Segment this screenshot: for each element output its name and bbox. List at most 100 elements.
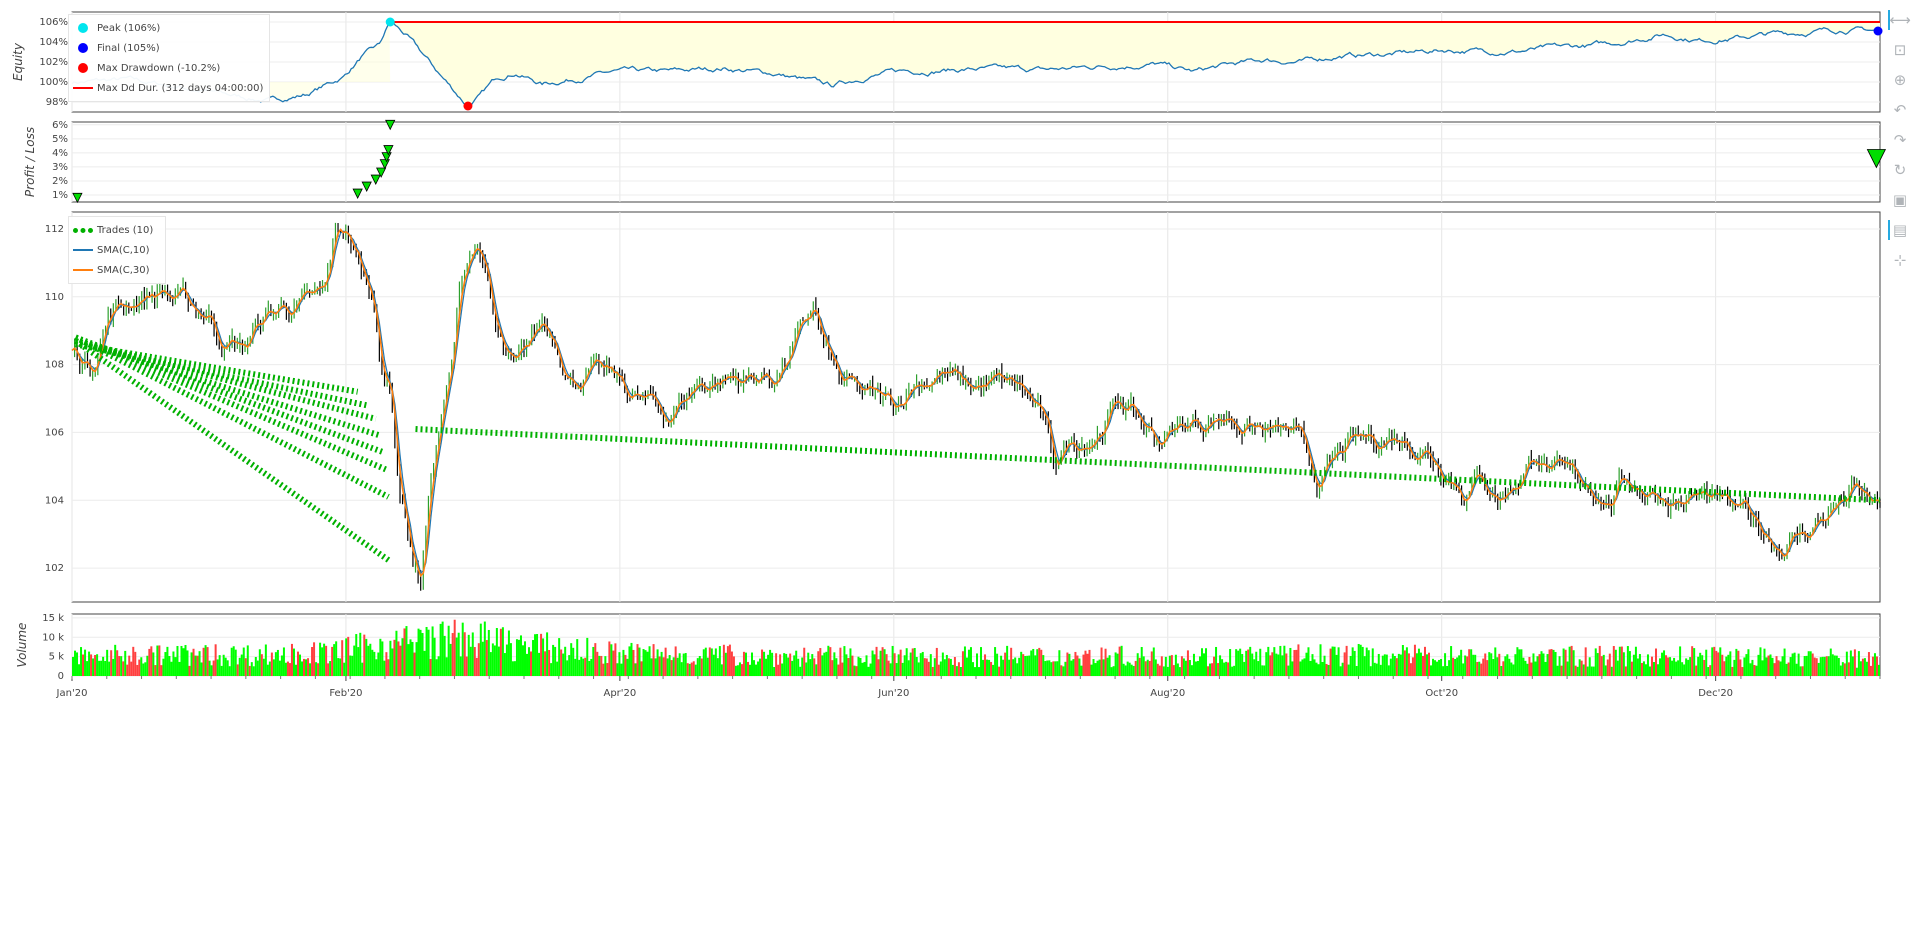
volume-bar [1168,655,1171,676]
volume-bar [1138,657,1141,676]
volume-bar [1550,649,1553,676]
box-zoom-icon[interactable]: ⊡ [1893,41,1907,59]
volume-bar [1186,650,1189,676]
volume-bar [811,654,814,676]
volume-bar [622,649,625,676]
volume-bar [1074,651,1077,676]
volume-bar [186,650,189,676]
volume-bar [734,665,737,676]
legend-item[interactable]: Peak (106%) [73,18,265,38]
volume-bar [1415,653,1418,676]
volume-bar [76,652,79,676]
volume-bar [1652,662,1655,676]
trade-pnl-marker [383,145,394,156]
volume-bar [961,651,964,676]
reset-icon[interactable]: ↻ [1893,161,1907,179]
volume-bar [1566,661,1569,676]
volume-bar [266,664,269,676]
volume-bar [389,640,392,676]
volume-bar [777,664,780,676]
volume-bar [459,656,462,676]
volume-bar [88,651,91,676]
volume-bar [138,659,141,676]
volume-bar [385,652,388,676]
volume-bar [1723,661,1726,676]
volume-bar [301,661,304,676]
volume-bar [1217,663,1220,676]
volume-bar [1572,650,1575,676]
volume-bar [1012,659,1015,676]
undo-icon[interactable]: ↶ [1893,101,1907,119]
volume-bar [1257,661,1260,676]
volume-bar [86,661,89,676]
hover-icon[interactable]: ▤ [1888,220,1910,240]
wheel-zoom-icon[interactable]: ⊕ [1893,71,1907,89]
volume-bar [1787,662,1790,676]
backtest-chart: 98% 100% 102% 104% 106% Equity 1% 2% 3% 4% 5% 6% Pro… [11,11,1887,699]
volume-bar [1456,657,1459,676]
volume-bar [664,647,667,676]
volume-bar [1373,662,1376,676]
equity-legend: Peak (106%) Final (105%) Max Drawdown (-10… [68,14,270,102]
volume-bar [1042,655,1045,676]
volume-bar [1715,650,1718,676]
legend-item[interactable]: SMA(C,10) [73,240,161,260]
volume-bar [202,647,205,676]
volume-bar [996,653,999,676]
volume-bar [1602,654,1605,676]
volume-bar [1865,661,1868,676]
redo-icon[interactable]: ↷ [1893,131,1907,149]
volume-bar [1707,667,1710,676]
volume-bar [568,655,571,676]
volume-bar [1205,648,1208,676]
volume-bar [507,630,510,676]
volume-bar [1727,654,1730,676]
volume-bar [718,646,721,676]
volume-bar [1823,656,1826,676]
pan-icon[interactable]: ⟷ [1888,10,1911,30]
volume-bar [303,658,306,676]
volume-bar [528,647,531,676]
volume-bar [118,656,121,676]
legend-item[interactable]: SMA(C,30) [73,260,161,280]
volume-bar [1490,653,1493,676]
volume-bar [1120,645,1123,676]
volume-bar [1711,647,1714,676]
volume-bar [106,649,109,676]
panel-frame-2 [71,211,1881,603]
volume-bar [1743,657,1746,676]
legend-label: SMA(C,30) [97,264,150,276]
volume-bar [831,660,834,676]
crosshair-icon[interactable]: ⊹ [1893,251,1907,269]
volume-bar [1510,662,1513,676]
volume-bar [1349,655,1352,676]
legend-item[interactable]: Max Dd Dur. (312 days 04:00:00) [73,78,265,98]
volume-bar [1279,645,1282,676]
volume-bar [1705,649,1708,676]
volume-bar [1367,650,1370,676]
legend-item[interactable]: Trades (10) [73,220,161,240]
volume-bar [1821,656,1824,676]
legend-item[interactable]: Max Drawdown (-10.2%) [73,58,265,78]
volume-bar [668,655,671,676]
volume-bar [1875,656,1878,676]
volume-bar [1112,666,1115,676]
volume-bar [684,653,687,676]
volume-bar [1673,657,1676,676]
save-icon[interactable]: ▣ [1892,191,1908,209]
x-tick-label: Oct'20 [1425,688,1458,699]
volume-bar [260,654,263,676]
volume-bar [1536,656,1539,676]
volume-bar [1757,654,1760,676]
trade-pnl-marker [370,174,381,185]
volume-bar [650,658,653,676]
volume-bar [196,655,199,676]
volume-bar [427,629,430,676]
volume-bar [857,656,860,676]
volume-bar [1072,659,1075,676]
volume-bar [973,667,976,676]
volume-bar [1590,666,1593,676]
legend-item[interactable]: Final (105%) [73,38,265,58]
volume-bar [682,653,685,676]
volume-bar [1006,645,1009,676]
